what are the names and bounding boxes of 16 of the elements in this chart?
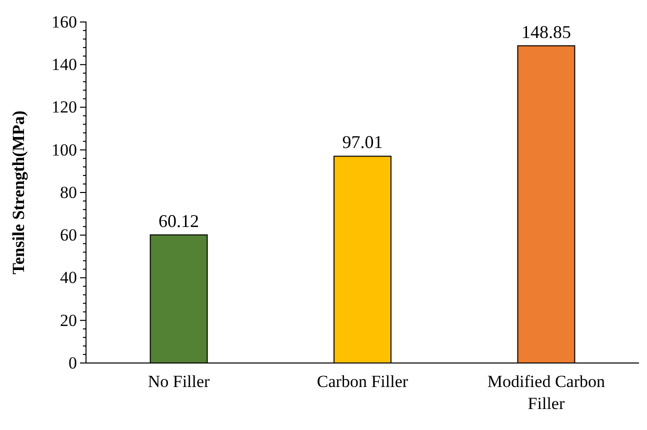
y-tick-label: 0: [68, 353, 77, 372]
y-tick-label: 120: [52, 98, 77, 117]
y-tick-label: 100: [52, 140, 77, 160]
y-tick-label: 140: [52, 55, 77, 74]
y-tick-label: 80: [60, 182, 77, 202]
x-tick-label: Modified Carbon Filler: [487, 372, 606, 413]
data-label: 60.12: [158, 210, 200, 231]
x-tick-label: No Filler: [148, 372, 210, 391]
y-tick-label: 20: [60, 310, 77, 330]
y-axis-title: Tensile Strength(MPa): [9, 110, 28, 274]
y-tick-label: 160: [52, 12, 77, 32]
x-tick-label: Carbon Filler: [316, 372, 408, 391]
data-label: 97.01: [342, 132, 383, 152]
y-tick-label: 60: [60, 226, 77, 245]
data-label: 148.85: [521, 22, 571, 42]
y-tick-label: 40: [60, 268, 77, 288]
